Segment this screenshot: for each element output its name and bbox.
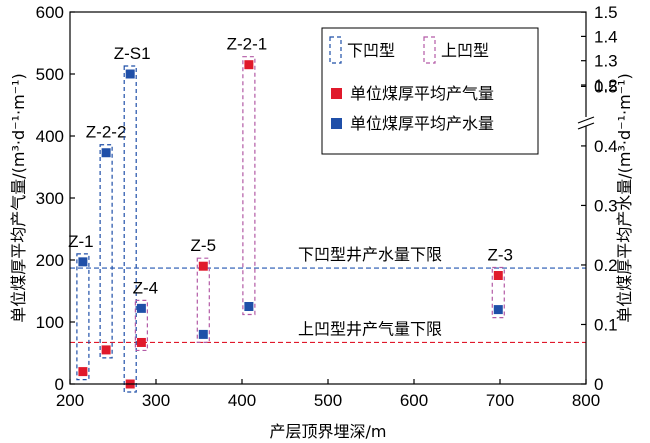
y-right-tick-label: 0 (594, 375, 603, 394)
y-left-tick-label: 600 (36, 3, 64, 22)
gas-marker (198, 261, 208, 271)
legend-label-water: 单位煤厚平均产水量 (350, 114, 494, 133)
axis-ticks: 200 300 400 500 600 700 8000100200300400500600… (36, 3, 618, 410)
gas-marker (136, 337, 146, 347)
gas-marker (78, 367, 88, 377)
x-axis-label: 产层顶界埋深/m (270, 422, 387, 441)
y-left-tick-label: 0 (55, 375, 64, 394)
y-right-tick-label: 0.2 (594, 256, 618, 275)
well-label: Z-3 (488, 246, 514, 265)
reference-line-label: 上凹型井产气量下限 (298, 319, 442, 338)
y-axis-right-label: 单位煤厚平均产水量/(m³·d⁻¹·m⁻¹) (615, 73, 634, 323)
legend-label-lower-type: 下凹型 (347, 41, 395, 60)
water-marker (78, 257, 88, 267)
well-range-box (134, 299, 148, 352)
x-tick-label: 500 (314, 391, 342, 410)
y-right-tick-label: 0.1 (594, 315, 618, 334)
x-tick-label: 700 (486, 391, 514, 410)
gas-marker (493, 271, 503, 280)
water-marker (101, 148, 111, 158)
y-left-tick-label: 100 (36, 313, 64, 332)
well-range-box (242, 56, 256, 316)
y-left-tick-label: 500 (36, 65, 64, 84)
y-right-tick-label: 0.3 (594, 196, 618, 215)
well-range-box (491, 266, 505, 319)
well-range-box (196, 257, 210, 344)
water-marker (125, 69, 135, 79)
legend-swatch-upper-type (423, 36, 436, 64)
legend: 下凹型 上凹型 单位煤厚平均产气量 单位煤厚平均产水量 (321, 27, 539, 155)
water-marker (493, 305, 503, 315)
well-label: Z-S1 (114, 44, 151, 63)
y-right-tick-label: 1.3 (594, 52, 618, 71)
y-right-tick-label: 1.2 (594, 76, 618, 95)
y-right-tick-label: 1.4 (594, 27, 618, 46)
y-axis-left-label: 单位煤厚平均产气量/(m³·d⁻¹·m⁻¹) (9, 73, 28, 323)
legend-swatch-lower-type (329, 36, 342, 64)
water-marker (136, 303, 146, 313)
reference-line-label: 下凹型井产水量下限 (298, 245, 442, 264)
x-tick-label: 800 (572, 391, 600, 410)
water-marker (244, 302, 254, 311)
well-label: Z-2-1 (227, 35, 268, 54)
well-range-box (99, 144, 113, 359)
y-right-tick-label: 0.4 (594, 137, 618, 156)
gas-marker (244, 60, 254, 70)
y-left-tick-label: 300 (36, 189, 64, 208)
well-range-box (76, 253, 90, 381)
legend-label-gas: 单位煤厚平均产气量 (350, 84, 494, 103)
y-left-tick-label: 400 (36, 127, 64, 146)
gas-marker (101, 345, 111, 355)
legend-box (321, 27, 539, 155)
x-tick-label: 600 (400, 391, 428, 410)
legend-label-upper-type: 上凹型 (441, 41, 489, 60)
y-right-tick-label: 1.5 (594, 3, 618, 22)
well-label: Z-5 (191, 236, 217, 255)
y-left-tick-label: 200 (36, 251, 64, 270)
y-right-tick-label: 0.5 (594, 77, 618, 96)
well-label: Z-2-2 (86, 123, 127, 142)
well-label: Z-1 (68, 232, 94, 251)
x-tick-label: 300 (142, 391, 170, 410)
x-tick-label: 200 (56, 391, 84, 410)
x-tick-label: 400 (228, 391, 256, 410)
legend-swatch-water (331, 118, 342, 129)
well-range-box (123, 65, 137, 393)
well-label: Z-4 (133, 278, 159, 297)
axis-break-mark (577, 116, 595, 130)
legend-swatch-gas (331, 88, 342, 99)
water-marker (198, 329, 208, 339)
